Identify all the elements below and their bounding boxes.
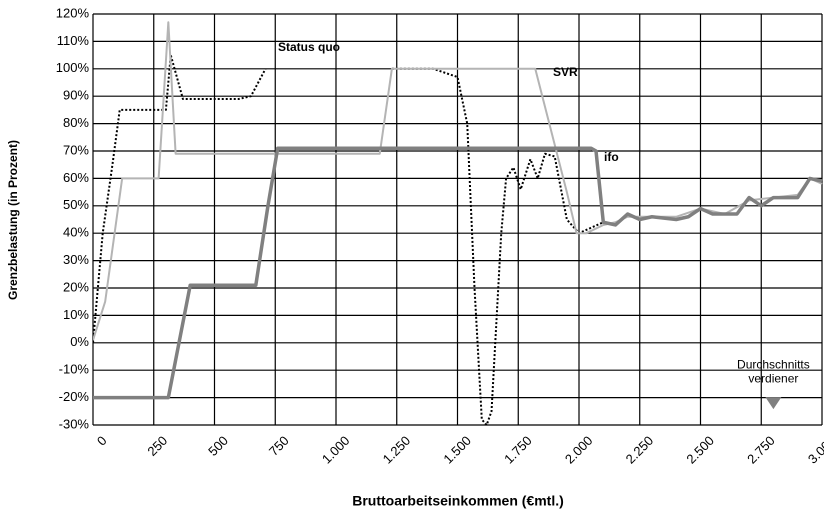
x-tick-label: 750	[266, 433, 292, 459]
y-tick-label: 90%	[63, 88, 89, 103]
series-label: Status quo	[278, 40, 340, 54]
y-tick-label: 10%	[63, 307, 89, 322]
plot-lines	[93, 21, 823, 426]
annotation-marker	[765, 397, 782, 410]
y-tick-label: -20%	[59, 389, 90, 404]
x-tick-label: 1.000	[319, 433, 353, 467]
y-tick-label: -30%	[59, 416, 90, 431]
y-tick-label: -10%	[59, 362, 90, 377]
series-label: SVR	[553, 65, 578, 79]
y-tick-label: 100%	[56, 60, 90, 75]
y-tick-label: 70%	[63, 142, 89, 157]
y-tick-label: 0%	[70, 334, 89, 349]
x-tick-label: 500	[205, 433, 231, 459]
series-line	[93, 146, 823, 400]
y-tick-label: 110%	[57, 33, 90, 48]
y-tick-label: 50%	[63, 197, 89, 212]
y-tick-label: 30%	[63, 252, 89, 267]
y-tick-label: 120%	[56, 5, 90, 20]
y-tick-label: 20%	[63, 279, 89, 294]
x-tick-label: 2.500	[683, 433, 717, 467]
series-label: ifo	[604, 150, 619, 164]
y-tick-label: 80%	[63, 115, 89, 130]
x-tick-label: 1.500	[440, 433, 474, 467]
y-tick-label: 40%	[63, 225, 89, 240]
x-axis-title: Bruttoarbeitseinkommen (€mtl.)	[352, 493, 564, 509]
x-tick-label: 1.250	[380, 433, 414, 467]
x-tick-label: 250	[144, 433, 170, 459]
y-axis-title: Grenzbelastung (in Prozent)	[6, 140, 20, 300]
x-tick-label: 2.250	[623, 433, 657, 467]
x-tick-label: 3.000	[805, 433, 824, 467]
x-tick-label: 2.750	[744, 433, 778, 467]
x-tick-label: 2.000	[562, 433, 596, 467]
series-line	[93, 54, 604, 426]
y-tick-label: 60%	[63, 170, 89, 185]
annotation-text: verdiener	[748, 371, 798, 385]
x-tick-label: 0	[94, 433, 110, 449]
x-tick-label: 1.750	[501, 433, 535, 467]
annotation-text: Durchschnitts	[737, 357, 810, 371]
